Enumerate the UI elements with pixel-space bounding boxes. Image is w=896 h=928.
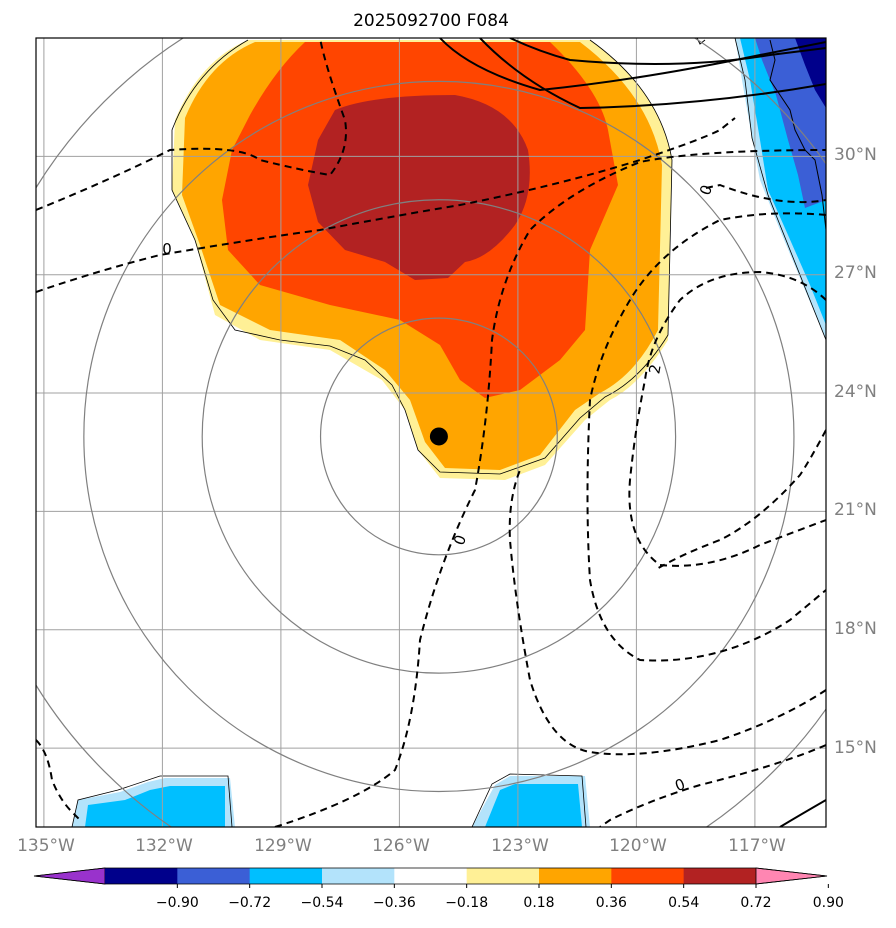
cb-label-7: 0.54 (668, 895, 699, 911)
y-tick-24n: 24°N (834, 382, 877, 402)
map-border (35, 37, 827, 828)
colorbar-segment (394, 868, 468, 884)
colorbar-extend-low (33, 867, 106, 885)
colorbar (33, 867, 829, 888)
colorbar-segment (249, 868, 323, 884)
fill-0.72-0.90 (308, 95, 530, 280)
x-tick-117w: 117°W (728, 836, 786, 856)
range-ring (319, 317, 558, 556)
cb-label-5: 0.18 (523, 895, 554, 911)
cb-label-2: −0.54 (301, 895, 344, 911)
y-tick-27n: 27°N (834, 263, 877, 283)
colorbar-segment (683, 868, 757, 884)
fill-neg-blue (755, 38, 826, 208)
contour-dashed-8 (599, 744, 826, 827)
x-tick-120w: 120°W (609, 836, 667, 856)
contour-dashed-9 (36, 739, 81, 821)
cb-label-9: 0.90 (813, 895, 844, 911)
cb-label-6: 0.36 (596, 895, 627, 911)
contour-edge-coast (734, 38, 826, 341)
y-tick-21n: 21°N (834, 500, 877, 520)
range-ring (83, 80, 795, 793)
line-contours (36, 38, 826, 827)
contour-solid-1 (439, 38, 826, 92)
y-tick-18n: 18°N (834, 619, 877, 639)
contour-solid-3 (509, 38, 826, 65)
contour-dashed-7 (508, 469, 826, 756)
cb-label-3: −0.36 (373, 895, 416, 911)
cb-label-1: −0.72 (228, 895, 271, 911)
contour-dashed-zero (274, 149, 826, 827)
contour-solid-4 (779, 799, 826, 827)
colorbar-segment (539, 868, 612, 884)
chart-title: 2025092700 F084 (353, 11, 509, 31)
x-tick-132w: 132°W (135, 836, 193, 856)
colorbar-tick-labels: −0.90 −0.72 −0.54 −0.36 −0.18 0.18 0.36 … (156, 895, 844, 911)
storm-center-marker (429, 427, 448, 446)
x-tick-123w: 123°W (491, 836, 549, 856)
gridlines (36, 38, 826, 827)
contour-edge-south-mid (471, 773, 587, 827)
colorbar-outline (33, 867, 828, 885)
contour-dashed-4 (586, 212, 826, 662)
coastline (769, 39, 826, 231)
colorbar-segment (466, 868, 540, 884)
contour-solid-2 (479, 38, 826, 110)
contour-label-3: 2 (645, 363, 664, 376)
range-ring (201, 199, 677, 674)
colorbar-segment (105, 868, 178, 884)
x-tick-135w: 135°W (17, 836, 75, 856)
colorbar-extend-high (755, 867, 828, 885)
contour-edge-positive (171, 39, 673, 475)
cb-label-4: −0.18 (445, 895, 488, 911)
x-tick-129w: 129°W (254, 836, 312, 856)
y-tick-30n: 30°N (834, 145, 877, 165)
contour-dashed-1 (36, 38, 347, 211)
fill-neg-south-west (85, 786, 225, 827)
y-axis-ticks: 30°N 27°N 24°N 21°N 18°N 15°N (834, 145, 877, 758)
x-axis-ticks: 135°W 132°W 129°W 126°W 123°W 120°W 117°… (17, 836, 786, 856)
cb-label-8: 0.72 (740, 895, 771, 911)
x-tick-126w: 126°W (372, 836, 430, 856)
cb-label-0: −0.90 (156, 895, 199, 911)
fill-neg-navy (795, 38, 826, 108)
contour-label-1: 0 (162, 240, 172, 258)
contour-edge-south-west (71, 775, 233, 827)
colorbar-segment (322, 868, 395, 884)
contour-dashed-6 (654, 429, 826, 571)
contour-dashed-5 (628, 270, 826, 567)
contour-dashed-3 (705, 183, 826, 204)
fill-neg-south-mid (485, 784, 582, 827)
colorbar-segment (611, 868, 685, 884)
colorbar-segment (177, 868, 251, 884)
y-tick-15n: 15°N (834, 738, 877, 758)
